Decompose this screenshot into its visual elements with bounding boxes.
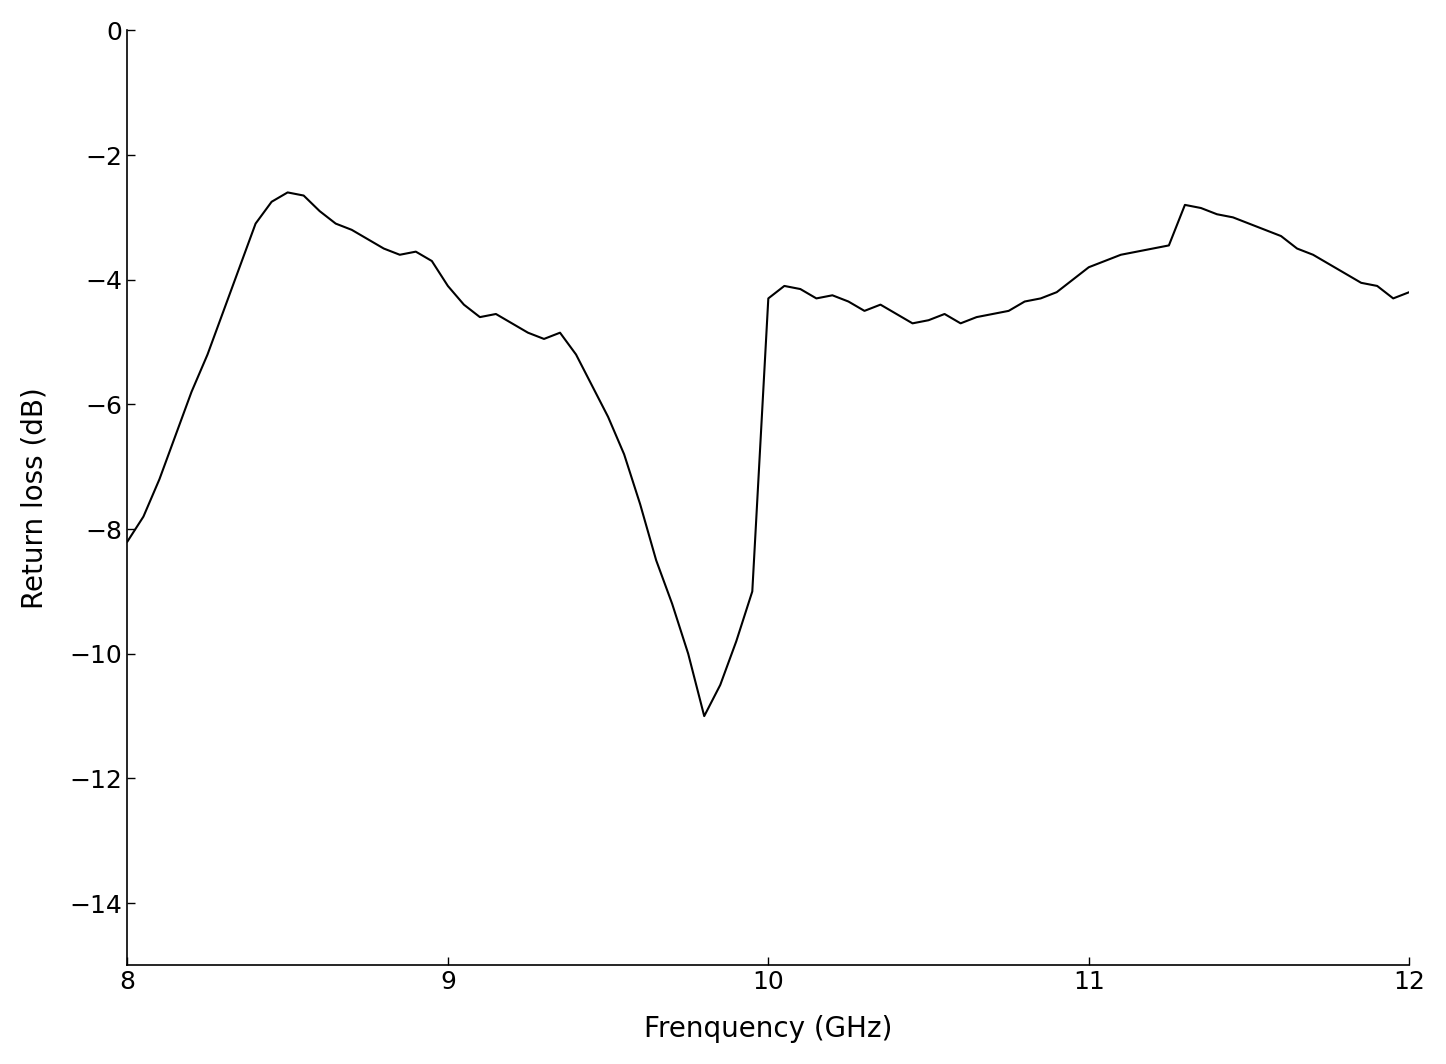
X-axis label: Frenquency (GHz): Frenquency (GHz): [643, 1015, 892, 1043]
Y-axis label: Return loss (dB): Return loss (dB): [20, 387, 49, 609]
